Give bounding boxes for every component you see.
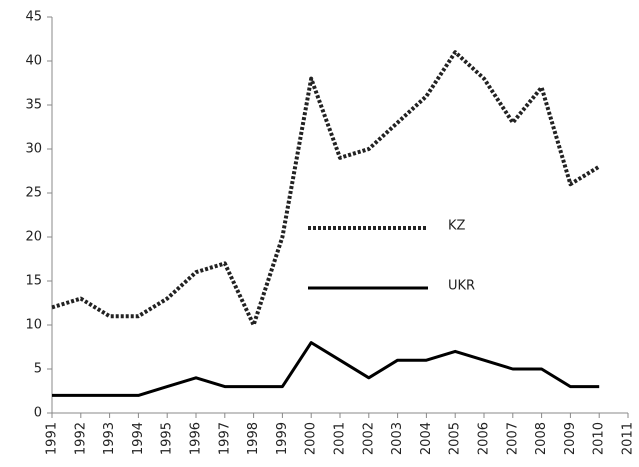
series-line — [52, 341, 600, 397]
series-line — [51, 50, 601, 327]
y-tick-label: 35 — [25, 98, 42, 113]
x-tick-label: 1995 — [160, 422, 175, 455]
y-tick-label: 25 — [25, 186, 42, 201]
x-tick-label: 2007 — [505, 422, 520, 455]
y-tick-label: 40 — [25, 54, 42, 69]
x-tick-label: 1997 — [217, 422, 232, 455]
x-tick-label: 2009 — [563, 422, 578, 455]
x-tick-label: 2011 — [621, 422, 636, 455]
x-tick-label: 1994 — [131, 422, 146, 455]
x-tick-label: 1998 — [246, 422, 261, 455]
x-tick-label: 1993 — [102, 422, 117, 455]
y-tick-label: 5 — [34, 362, 42, 377]
x-tick-label: 1991 — [45, 422, 60, 455]
x-tick-label: 1992 — [73, 422, 88, 455]
y-tick-label: 30 — [25, 142, 42, 157]
x-tick-label: 2001 — [333, 422, 348, 455]
y-tick-label: 15 — [25, 274, 42, 289]
y-tick-label: 20 — [25, 230, 42, 245]
legend-label: UKR — [448, 279, 475, 294]
y-tick-label: 45 — [25, 10, 42, 25]
y-tick-label: 10 — [25, 318, 42, 333]
x-tick-label: 2008 — [534, 422, 549, 455]
x-tick-label: 2002 — [361, 422, 376, 455]
x-tick-label: 2003 — [390, 422, 405, 455]
x-tick-label: 1999 — [275, 422, 290, 455]
x-tick-label: 2010 — [592, 422, 607, 455]
y-tick-label: 0 — [34, 406, 42, 421]
x-tick-label: 1996 — [189, 422, 204, 455]
legend-label: KZ — [448, 219, 466, 234]
x-tick-label: 2000 — [304, 422, 319, 455]
x-tick-label: 2005 — [448, 422, 463, 455]
x-tick-label: 2006 — [477, 422, 492, 455]
x-tick-label: 2004 — [419, 422, 434, 455]
